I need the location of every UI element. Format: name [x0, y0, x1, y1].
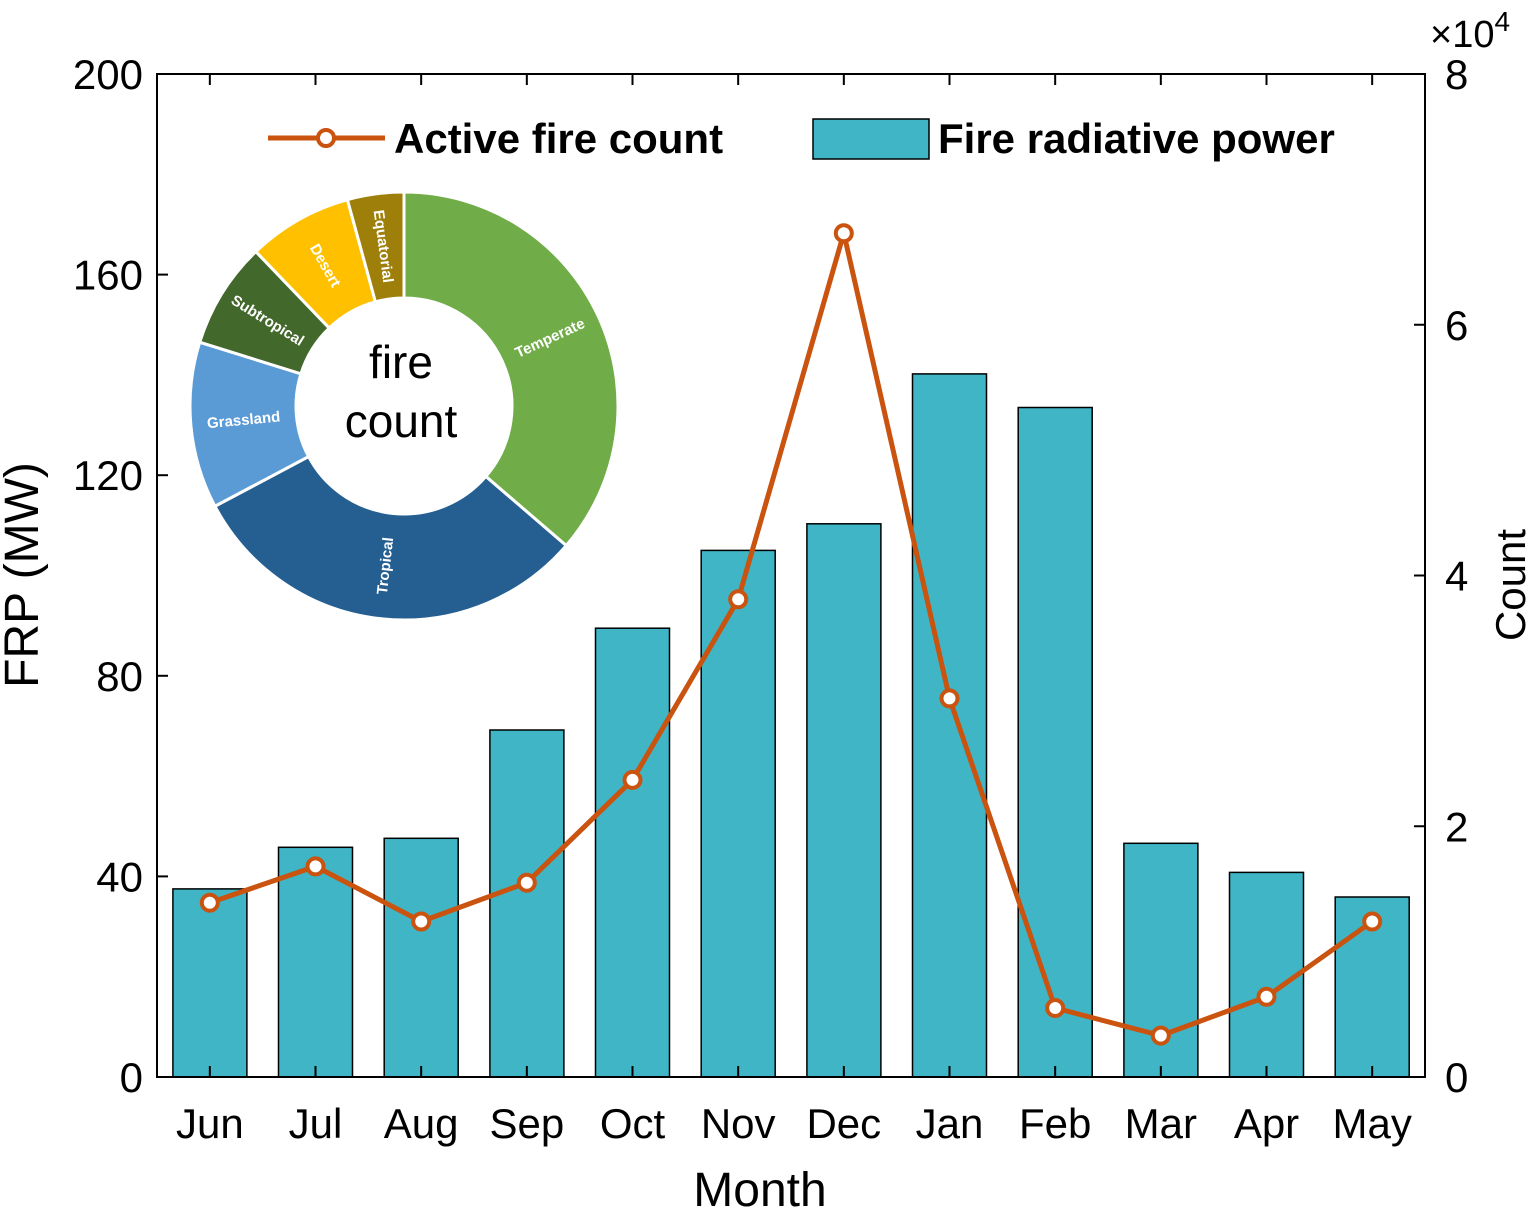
y-tick-label: 200 — [73, 51, 143, 98]
donut-center-label-line2: count — [345, 395, 458, 447]
donut-label-tropical: Tropical — [374, 536, 397, 595]
x-tick-label: Jul — [289, 1100, 343, 1147]
y2-tick-label: 8 — [1445, 51, 1468, 98]
ticks-layer: 0 40 80 120 160 200 0 2 4 6 8 Jun Jul Aug Sep Oct Nov Dec… — [73, 51, 1468, 1147]
donut-label-grassland: Grassland — [206, 409, 281, 433]
x-tick-label: Nov — [701, 1100, 776, 1147]
x-tick-label: Mar — [1125, 1100, 1197, 1147]
x-tick-label: Dec — [806, 1100, 881, 1147]
x-tick-label: Oct — [600, 1100, 666, 1147]
x-tick-label: Jan — [916, 1100, 984, 1147]
point-jun — [199, 892, 220, 913]
x-tick-label: May — [1332, 1100, 1411, 1147]
donut-slice-equatorial — [345, 190, 406, 304]
bar-aug — [383, 837, 459, 1078]
legend-label-fire-radiative-power: Fire radiative power — [938, 115, 1335, 162]
y-tick-label: 120 — [73, 452, 143, 499]
active-fire-count-line — [208, 230, 1374, 1039]
bar-oct — [594, 627, 671, 1078]
y2-tick-label: 6 — [1445, 302, 1468, 349]
point-aug — [411, 911, 432, 932]
x-tick-label: Apr — [1234, 1100, 1299, 1147]
point-jul — [305, 856, 326, 877]
legend: Active fire count Fire radiative power — [268, 115, 1335, 162]
x-axis-title: Month — [693, 1164, 826, 1211]
bar-jan — [911, 373, 988, 1078]
point-dec — [833, 223, 854, 244]
point-apr — [1256, 986, 1277, 1007]
y-tick-label: 40 — [96, 853, 143, 900]
y2-tick-label: 0 — [1445, 1054, 1468, 1101]
point-nov — [728, 589, 749, 610]
donut-slice-temperate — [402, 190, 620, 548]
point-mar — [1150, 1025, 1171, 1046]
point-oct — [622, 769, 643, 790]
bar-apr — [1228, 871, 1305, 1078]
point-may — [1362, 911, 1383, 932]
y2-tick-label: 2 — [1445, 803, 1468, 850]
bar-sep — [489, 729, 565, 1078]
bar-jul — [277, 846, 354, 1078]
legend-bar-swatch — [812, 118, 930, 160]
point-feb — [1045, 998, 1066, 1018]
legend-label-active-fire-count: Active fire count — [394, 115, 723, 162]
bar-feb — [1017, 406, 1093, 1078]
legend-line-marker — [316, 128, 336, 148]
y-tick-label: 160 — [73, 252, 143, 299]
x-tick-label: Jun — [176, 1100, 244, 1147]
donut-center-label-line1: fire — [369, 336, 433, 388]
line-layer — [199, 223, 1383, 1046]
donut-inset: TemperateTropicalGrasslandSubtropicalDes… — [188, 190, 620, 622]
x-tick-label: Sep — [489, 1100, 564, 1147]
bar-nov — [700, 549, 776, 1078]
donut-slice-tropical — [212, 454, 569, 622]
y2-multiplier-base: ×10 — [1430, 14, 1494, 56]
y2-axis-title: Count — [1487, 529, 1534, 641]
bars-layer — [172, 373, 1410, 1078]
y2-tick-label: 4 — [1445, 553, 1468, 600]
y-tick-label: 80 — [96, 653, 143, 700]
point-jan — [939, 688, 960, 709]
y-tick-label: 0 — [120, 1054, 143, 1101]
bar-jun — [172, 888, 248, 1078]
x-tick-label: Aug — [384, 1100, 459, 1147]
x-tick-label: Feb — [1019, 1100, 1091, 1147]
y2-multiplier: ×104 — [1430, 6, 1510, 56]
point-sep — [516, 872, 537, 893]
y2-multiplier-exp: 4 — [1494, 6, 1510, 37]
bar-dec — [806, 523, 882, 1078]
y-axis-title: FRP (MW) — [0, 462, 49, 688]
